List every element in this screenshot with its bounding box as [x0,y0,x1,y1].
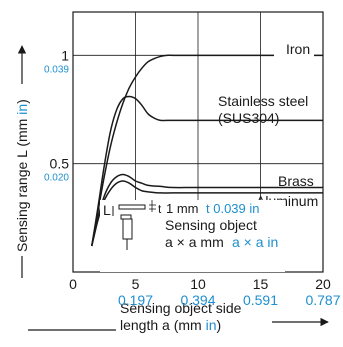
x-tick-inch-15: 0.591 [243,292,278,308]
tick-labels: 0 50.197 100.394 150.591 200.787 0.50.020 10.0… [44,47,341,308]
series-lines [91,54,323,247]
iron-label-bg [274,39,314,57]
sensing-object-inset: L t 1 mm t 0.039 in Sensing object a × a… [100,200,285,272]
iron-label: Iron [286,41,310,57]
x-tick-inch-5: 0.197 [118,292,153,308]
y-axis-label-suffix: ) [14,99,30,104]
inset-L-label: L [103,202,111,218]
x-axis-label-line2-prefix: length a (mm [120,317,206,333]
x-tick-inch-20: 0.787 [305,292,340,308]
inset-plate-icon [118,204,146,210]
x-axis-label-line2-suffix: ) [217,317,222,333]
stainless-label-line1: Stainless steel [218,93,308,109]
inset-thickness-mm: 1 mm [166,201,199,216]
series-line-stainless-steel-sus304 [91,95,323,247]
x-tick-label-20: 20 [315,276,331,292]
y-tick-inch-0.5: 0.020 [44,173,69,184]
series-line-aluminum [91,180,323,247]
x-tick-label-0: 0 [69,276,77,292]
y-axis-label-prefix: Sensing range L (mm [14,115,30,252]
x-tick-inch-10: 0.394 [180,292,215,308]
svg-text:Sensing range L (mm in): Sensing range L (mm in) [14,99,30,252]
inset-object-label: Sensing object [165,217,257,233]
series-line-brass [91,173,323,247]
inset-t-label: t [158,202,162,216]
series-labels: Iron Stainless steel (SUS304) Brass Alum… [218,39,318,209]
x-axis-label-line2: length a (mm in) [120,317,221,333]
y-tick-inch-1: 0.039 [44,64,69,75]
inset-thickness-in: t 0.039 in [206,201,260,216]
x-tick-label-15: 15 [253,276,269,292]
x-axis-label-unit: in [206,317,217,333]
y-axis-title: Sensing range L (mm in) [14,45,30,278]
x-axis-label-line1: Sensing object side [120,300,242,316]
y-tick-label-1: 1 [61,47,69,63]
inset-background [100,200,285,272]
x-tick-label-5: 5 [132,276,140,292]
x-tick-label-10: 10 [190,276,206,292]
y-tick-label-0.5: 0.5 [50,156,70,172]
inset-size-in: a × a in [232,234,278,250]
series-line-iron [91,54,323,247]
x-axis-title: Sensing object side length a (mm in) [28,300,329,333]
brass-label: Brass [278,173,314,189]
inset-size-mm: a × a mm [165,234,224,250]
y-axis-label-unit: in [14,104,30,115]
stainless-label-line2: (SUS304) [218,110,279,126]
